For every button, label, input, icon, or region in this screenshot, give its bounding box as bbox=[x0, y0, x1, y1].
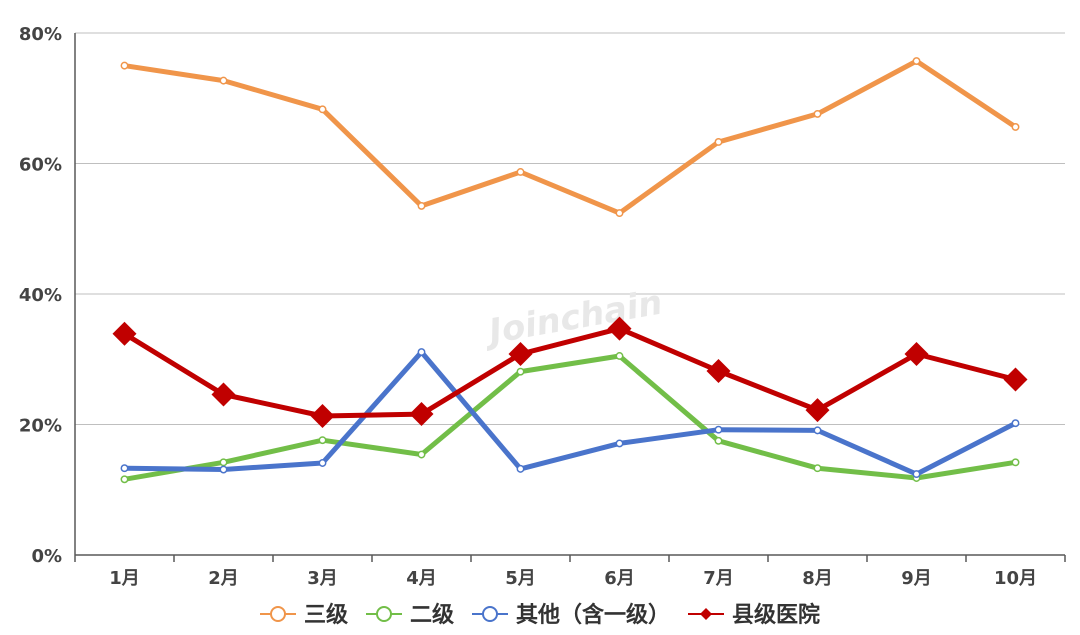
data-point bbox=[417, 201, 426, 210]
data-point bbox=[714, 138, 723, 146]
legend-marker bbox=[270, 606, 286, 622]
legend-label: 其他（含一级） bbox=[516, 602, 670, 628]
gridlines bbox=[75, 32, 1065, 425]
data-point bbox=[318, 105, 327, 114]
data-point bbox=[219, 465, 228, 474]
data-point bbox=[318, 436, 327, 445]
legend-item-1: 三级 bbox=[260, 602, 348, 628]
legend-marker bbox=[376, 606, 392, 622]
y-tick-label: 20% bbox=[19, 416, 62, 437]
data-point bbox=[219, 458, 228, 467]
series-line bbox=[122, 353, 1018, 482]
data-point-diamond bbox=[706, 358, 731, 383]
data-point bbox=[120, 61, 129, 70]
data-point bbox=[120, 475, 129, 484]
y-tick-label: 80% bbox=[19, 24, 62, 45]
data-point bbox=[615, 439, 624, 448]
series-line bbox=[122, 349, 1018, 477]
axes: 0% 20% 40% 60% 80% 1月 2月 3月 4月 5月 6月 7月 8月 9月 10月 bbox=[19, 24, 1066, 589]
data-point-diamond bbox=[805, 398, 830, 423]
legend-marker bbox=[700, 608, 712, 620]
x-tick-label: 10月 bbox=[994, 568, 1037, 589]
data-point-diamond bbox=[1003, 367, 1028, 392]
data-point bbox=[912, 470, 921, 479]
data-point bbox=[714, 425, 723, 434]
legend-label: 二级 bbox=[410, 602, 454, 628]
data-point bbox=[813, 464, 822, 473]
data-point bbox=[516, 367, 525, 376]
y-tick-label: 0% bbox=[31, 546, 62, 567]
data-point bbox=[912, 57, 921, 66]
data-point bbox=[516, 464, 525, 473]
data-point bbox=[615, 209, 624, 218]
data-point-diamond bbox=[211, 382, 236, 407]
data-point bbox=[219, 76, 228, 85]
data-point bbox=[813, 426, 822, 435]
data-point bbox=[120, 464, 129, 473]
legend-item-3: 其他（含一级） bbox=[472, 602, 670, 628]
series-4 bbox=[112, 316, 1028, 429]
x-tick-label: 4月 bbox=[406, 568, 437, 589]
x-tick-label: 3月 bbox=[307, 568, 338, 589]
data-point bbox=[1011, 123, 1020, 131]
x-tick-label: 8月 bbox=[802, 568, 833, 589]
data-point bbox=[813, 109, 822, 118]
series-line bbox=[122, 58, 1018, 216]
data-point bbox=[516, 168, 525, 176]
data-point-diamond bbox=[112, 321, 137, 346]
legend-label: 三级 bbox=[304, 602, 348, 628]
data-point bbox=[417, 348, 426, 357]
x-tick-label: 5月 bbox=[505, 568, 536, 589]
data-point bbox=[714, 436, 723, 445]
legend: 三级 二级 其他（含一级） 县级医院 bbox=[260, 602, 820, 628]
legend-item-2: 二级 bbox=[366, 602, 454, 628]
legend-item-4: 县级医院 bbox=[688, 602, 820, 628]
x-tick-label: 7月 bbox=[703, 568, 734, 589]
x-tick-label: 2月 bbox=[208, 568, 239, 589]
data-point-diamond bbox=[409, 402, 434, 427]
data-point bbox=[615, 352, 624, 360]
y-tick-label: 60% bbox=[19, 155, 62, 176]
x-tick-label: 6月 bbox=[604, 568, 635, 589]
series-3 bbox=[120, 348, 1020, 479]
data-point-diamond bbox=[310, 404, 335, 429]
data-point bbox=[1011, 419, 1020, 428]
data-point-diamond bbox=[607, 316, 632, 341]
x-tick-label: 1月 bbox=[109, 568, 140, 589]
series-1 bbox=[120, 57, 1020, 218]
data-point-diamond bbox=[508, 342, 533, 367]
series-line bbox=[122, 326, 1018, 419]
legend-label: 县级医院 bbox=[732, 602, 820, 628]
series-group bbox=[112, 57, 1028, 484]
data-point bbox=[1011, 458, 1020, 467]
data-point-diamond bbox=[904, 342, 929, 367]
y-tick-label: 40% bbox=[19, 285, 62, 306]
data-point bbox=[417, 450, 426, 459]
x-tick-label: 9月 bbox=[901, 568, 932, 589]
data-point bbox=[318, 459, 327, 467]
legend-marker bbox=[482, 606, 498, 622]
